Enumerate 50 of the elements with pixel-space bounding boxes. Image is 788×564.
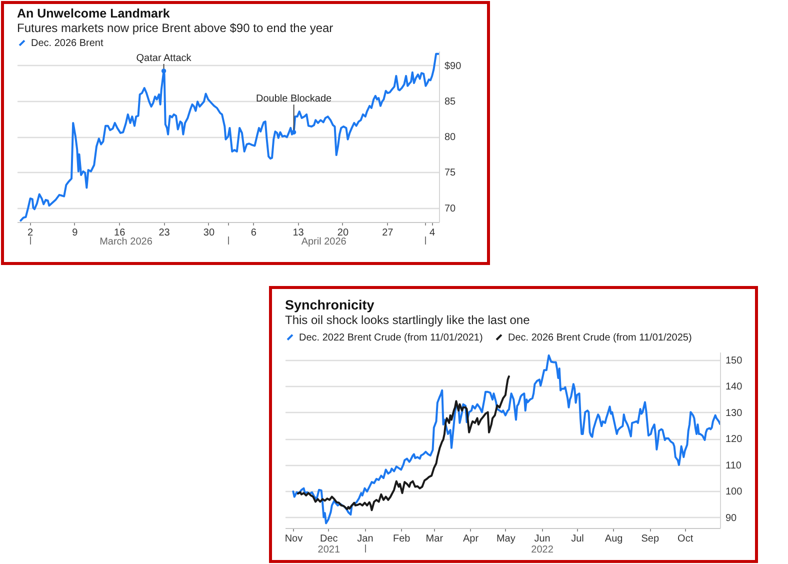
legend-label: Dec. 2026 Brent Crude (from 11/01/2025) [508,332,692,344]
x2-tick-label: April 2026 [301,236,347,248]
legend-label: Dec. 2022 Brent Crude (from 11/01/2021) [299,332,483,344]
x-tick-label: 13 [292,228,304,238]
x-tick-label: Apr [462,534,480,544]
line-series [292,354,720,524]
chart-title: Synchronicity [285,298,375,312]
y-tick-label: $90 [444,60,462,72]
y-tick-label: 90 [726,512,738,524]
y-tick-label: 70 [444,203,456,214]
x-tick-label: 4 [430,228,436,238]
y-tick-label: 110 [726,460,742,472]
x2-tick-label: March 2026 [100,236,153,248]
x-tick-label: Aug [604,534,623,544]
chart-subtitle: Futures markets now price Brent above $90 to end the year [17,21,334,35]
x-tick-label: Jun [534,534,550,544]
x-tick-label: 6 [250,228,257,238]
x2-tick-label: 2022 [531,544,554,556]
line-series [20,52,439,222]
y-tick-label: 140 [726,382,743,393]
x-tick-label: Jul [571,534,584,544]
x-tick-label: 20 [337,228,349,238]
x-tick-label: Oct [678,534,694,544]
y-tick-label: 130 [726,408,743,419]
x-tick-label: 2 [27,228,34,238]
x-tick-label: 30 [203,228,215,238]
y-tick-label: 85 [444,96,456,108]
chart-subtitle: This oil shock looks startlingly like the last one [285,313,530,327]
annotation: Double Blockade [256,94,332,105]
x-tick-label: 27 [382,228,394,238]
x-tick-label: May [496,534,516,544]
x-tick-label: Jan [357,534,374,544]
x-tick-label: 9 [72,228,78,238]
y-tick-label: 75 [444,168,456,179]
x-tick-label: Mar [426,534,444,544]
chart-title: An Unwelcome Landmark [17,6,170,20]
annotation: Qatar Attack [136,52,192,64]
x-tick-label: Feb [392,534,411,544]
x2-tick-label: 2021 [318,544,340,556]
x-tick-label: Nov [284,534,303,544]
y-tick-label: 100 [726,486,743,498]
x-tick-label: 16 [114,228,126,238]
x-tick-label: Dec [320,534,338,544]
x-tick-label: Sep [641,534,660,544]
y-tick-label: 120 [726,434,743,446]
legend-label: Dec. 2026 Brent [31,38,104,49]
line-series [296,375,510,512]
x-tick-label: 23 [158,228,170,238]
y-tick-label: 80 [444,132,456,143]
y-tick-label: 150 [726,355,743,366]
